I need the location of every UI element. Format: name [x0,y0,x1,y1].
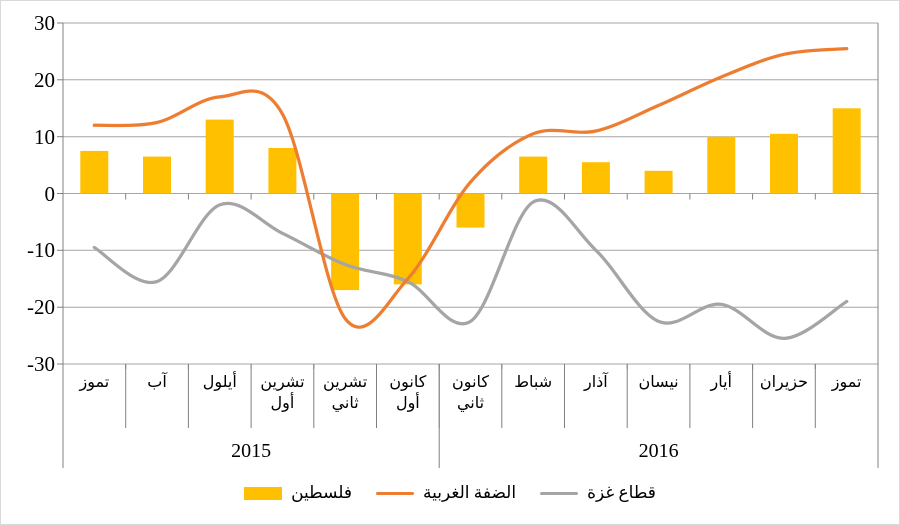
x-axis-label: حزيران [759,374,809,391]
y-axis-label: 20 [34,68,55,92]
bar-11 [770,133,798,194]
line-swatch-icon [540,491,579,495]
bar-8 [581,162,610,194]
year-label: 2015 [231,440,272,462]
x-axis-label: شباط [514,374,553,391]
x-axis-label: تشرين أول [260,374,305,412]
y-axis-label: 10 [34,125,55,149]
x-axis-label: تموز [79,374,110,391]
x-axis-label: نيسان [638,374,679,391]
y-axis-label: -10 [27,238,55,262]
bar-4 [331,193,360,291]
line-swatch-icon [376,491,415,495]
y-axis-label: -30 [27,352,55,376]
y-axis-label: -20 [27,295,55,319]
x-axis-label: تشرين ثاني [323,374,368,412]
legend-label: الضفة الغربية [423,483,517,502]
bar-7 [519,156,548,194]
x-axis-label: كانون أول [389,374,427,412]
x-axis-label: كانون ثاني [452,374,490,412]
bar-5 [393,193,422,285]
bar-0 [80,150,109,194]
legend-item-palestine: فلسطين [244,483,352,503]
legend-item-gaza: قطاع غزة [540,483,656,503]
x-axis-label: آذار [583,374,608,391]
legend-label: قطاع غزة [587,483,656,502]
legend: فلسطين الضفة الغربية قطاع غزة [1,478,899,508]
bar-3 [268,148,297,194]
bar-9 [644,170,673,194]
line-series-0 [92,46,849,329]
y-axis-label: 30 [34,11,55,35]
x-axis-label: تموز [831,374,862,391]
x-axis-label: أيار [710,374,732,391]
legend-item-west-bank: الضفة الغربية [376,483,516,503]
x-axis-label: أيلول [202,374,237,391]
bar-2 [205,119,234,194]
x-axis-label: آب [147,374,167,391]
bar-swatch-icon [244,486,283,500]
bar-12 [832,108,861,194]
legend-label: فلسطين [291,483,353,502]
y-axis-label: 0 [44,182,56,206]
year-label: 2016 [638,440,679,462]
bar-10 [707,136,736,194]
bar-6 [456,193,485,228]
line-series-1 [92,198,849,341]
bar-1 [143,156,171,194]
